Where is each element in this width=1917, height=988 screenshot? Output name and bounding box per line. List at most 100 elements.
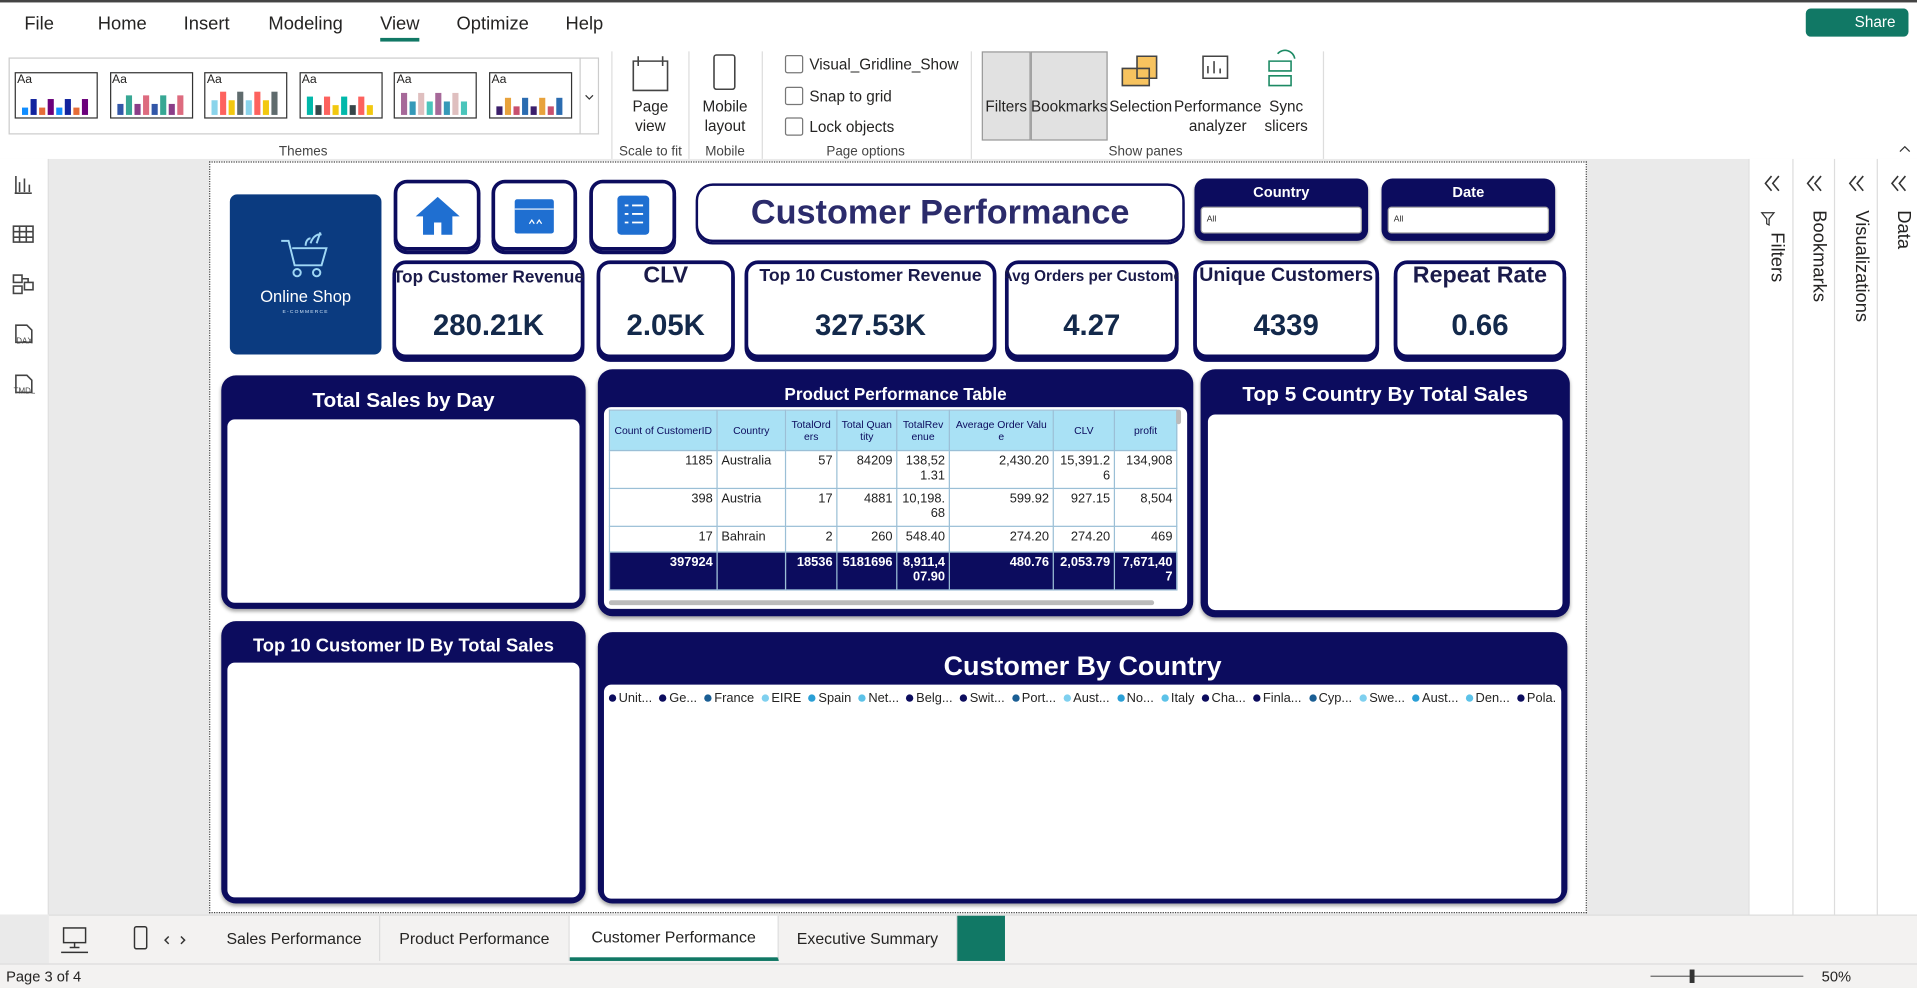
table-cell: 8,504 [1113, 487, 1178, 527]
total-cell: 2,053.79 [1052, 551, 1116, 591]
legend-swatch [1063, 694, 1071, 702]
slicer-dropdown[interactable]: All [1200, 206, 1362, 234]
legend-label: Pola... [1526, 690, 1557, 706]
checkbox[interactable] [784, 117, 804, 136]
legend-label: Swe... [1369, 690, 1405, 706]
table-cell: 57 [784, 449, 838, 490]
legend-swatch [608, 694, 617, 702]
table-cell: 398 [608, 487, 718, 527]
checkbox[interactable] [784, 86, 804, 105]
page-view-button[interactable]: Page view [632, 97, 669, 135]
table-cell: 1185 [608, 449, 718, 490]
panel-body [603, 684, 1562, 899]
ribbon-tab[interactable]: Modeling [268, 12, 343, 34]
pane-label[interactable]: Bookmarks [1808, 210, 1830, 303]
show-pane-label: Filters [985, 97, 1028, 115]
legend-item: Italy [1161, 690, 1194, 707]
theme-thumb-bar [349, 105, 356, 115]
ribbon-tab[interactable]: View [380, 12, 420, 34]
share-button[interactable]: Share [1805, 8, 1909, 37]
theme-thumb-bar [401, 92, 408, 115]
table-cell: 15,391.26 [1052, 449, 1116, 490]
theme-thumb-bar [530, 106, 537, 115]
product-button[interactable] [491, 179, 578, 251]
add-page-button[interactable] [957, 915, 1005, 961]
zoom-slider[interactable] [1650, 975, 1804, 977]
legend-swatch [1359, 694, 1367, 702]
ribbon-tab[interactable]: Help [565, 12, 604, 34]
table-cell: 548.40 [896, 525, 950, 553]
ribbon-separator [611, 51, 613, 159]
zoom-thumb[interactable] [1689, 969, 1695, 983]
theme-thumb-bar [539, 97, 546, 115]
legend-label: Finla... [1262, 690, 1302, 706]
sidebar-label: DAX [16, 337, 33, 346]
kpi-label: Repeat Rate [1412, 262, 1548, 289]
theme-thumb-bar [556, 97, 563, 115]
table-vscroll[interactable] [1176, 409, 1182, 425]
table-cell: Bahrain [716, 525, 787, 553]
logo-tagline: E-COMMERCE [282, 308, 329, 315]
checkbox-label: Snap to grid [809, 87, 892, 105]
ribbon-tab[interactable]: Home [97, 12, 147, 34]
legend-label: Port... [1021, 690, 1057, 706]
kpi-label: CLV [643, 262, 689, 289]
status-bar: Page 3 of 4 50% [0, 963, 1917, 988]
legend-swatch [959, 694, 968, 702]
table-scrollbar[interactable] [608, 600, 1155, 606]
table-cell: 260 [836, 525, 898, 553]
kpi-card [392, 260, 585, 359]
theme-thumb-bar [228, 100, 235, 115]
legend-swatch [1517, 694, 1525, 702]
theme-thumb-bar [444, 101, 451, 115]
ribbon-tab[interactable]: File [24, 12, 54, 34]
page-tab[interactable]: Product Performance [380, 915, 570, 961]
page-tab[interactable]: Executive Summary [779, 915, 958, 961]
column-header: Total Quantity [836, 409, 898, 452]
column-header: Count of CustomerID [608, 409, 718, 452]
theme-thumb-bar [263, 100, 270, 115]
panel-title: Total Sales by Day [312, 388, 495, 413]
active-tab-underline [380, 37, 420, 42]
ribbon-separator [688, 51, 690, 159]
legend-label: Cyp... [1318, 690, 1353, 706]
home-button[interactable] [393, 179, 481, 251]
slicer-header: Date [1452, 183, 1485, 201]
mobile-layout-button[interactable]: Mobile layout [702, 97, 748, 135]
legend-item: No... [1116, 690, 1154, 707]
page-tab[interactable]: Customer Performance [569, 915, 779, 961]
theme-more[interactable] [579, 57, 600, 135]
theme-thumb-bar [332, 105, 339, 115]
theme-thumb-bar [211, 100, 218, 115]
show-pane-label: Performance analyzer [1173, 97, 1262, 135]
legend-item: Belg... [906, 690, 953, 707]
logo-name: Online Shop [260, 287, 352, 306]
legend-swatch [1253, 694, 1261, 702]
checkbox[interactable] [784, 55, 804, 74]
legend-label: Den... [1475, 690, 1510, 706]
checkbox-label: Lock objects [809, 118, 895, 136]
show-pane-button[interactable] [981, 51, 1031, 141]
report-button[interactable] [589, 179, 677, 251]
legend-item: Net... [858, 690, 899, 707]
pane-label[interactable]: Visualizations [1851, 210, 1872, 323]
pane-label[interactable]: Filters [1766, 232, 1788, 283]
ribbon-group-label: Themes [278, 144, 328, 159]
column-header: Average Order Value [948, 409, 1054, 452]
zoom-level: 50% [1821, 968, 1852, 986]
kpi-value: 0.66 [1451, 309, 1509, 343]
table-cell: 2 [784, 525, 838, 553]
show-pane-button[interactable] [1030, 51, 1108, 141]
theme-thumb-bar [30, 99, 37, 115]
legend-swatch [1161, 694, 1169, 702]
show-pane-label: Selection [1109, 97, 1173, 115]
theme-thumb-bar [64, 99, 71, 115]
legend-item: Swe... [1359, 690, 1405, 707]
ribbon-tab[interactable]: Optimize [456, 12, 529, 34]
ribbon-tab[interactable]: Insert [183, 12, 230, 34]
page-tab[interactable]: Sales Performance [209, 915, 381, 961]
kpi-card [1193, 260, 1380, 359]
slicer-dropdown[interactable]: All [1387, 206, 1550, 234]
theme-thumb-bar [159, 95, 166, 115]
pane-label[interactable]: Data [1893, 210, 1914, 250]
